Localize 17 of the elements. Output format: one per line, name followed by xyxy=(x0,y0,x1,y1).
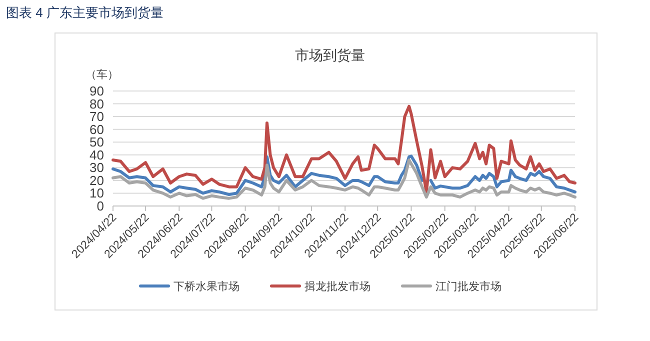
y-tick-label: 40 xyxy=(90,147,104,162)
y-tick-label: 0 xyxy=(96,198,104,214)
text: 图表 4 广东主要市场到货量 xyxy=(6,5,164,20)
chart-title: 市场到货量 xyxy=(295,48,365,64)
line-series xyxy=(112,104,576,194)
y-tick-label: 70 xyxy=(90,109,104,124)
y-tick-label: 50 xyxy=(90,134,104,150)
y-tick-label: 30 xyxy=(90,160,104,176)
legend-label: 江门批发市场 xyxy=(436,280,502,293)
legend-label: 下桥水果市场 xyxy=(174,280,240,293)
y-tick-label: 20 xyxy=(90,172,104,188)
y-tick-label: 60 xyxy=(90,122,104,137)
legend-label: 揖龙批发市场 xyxy=(304,280,370,293)
y-tick-label: 90 xyxy=(90,84,104,98)
y-tick-label: 10 xyxy=(90,186,104,201)
y-tick-label: 80 xyxy=(90,96,104,112)
y-axis-title: （车） xyxy=(86,68,118,81)
